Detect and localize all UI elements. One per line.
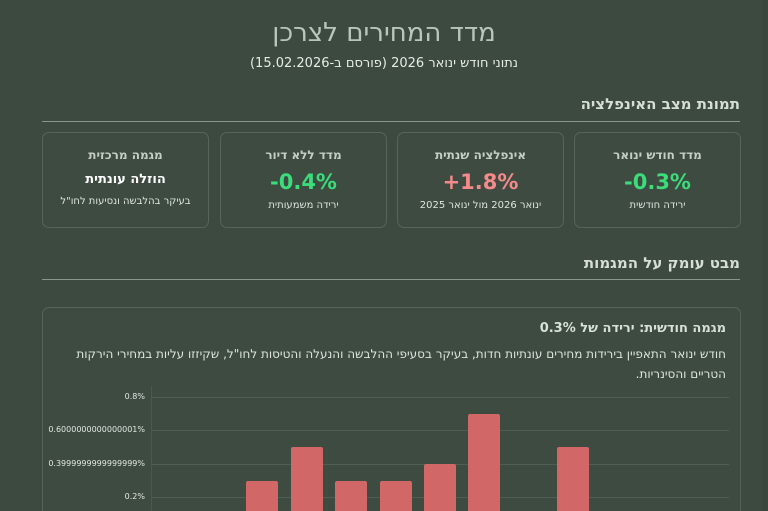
chart-bar (335, 480, 368, 511)
kpi-label: מדד ללא דיור (265, 148, 342, 162)
kpi-note: בעיקר בהלבשה ונסיעות לחו"ל (60, 196, 191, 207)
y-axis (151, 386, 152, 511)
y-tick-label: 0.3999999999999999% (48, 459, 145, 468)
kpi-card-main-trend: מגמה מרכזית הוזלה עונתית בעיקר בהלבשה ונ… (42, 132, 209, 228)
kpi-value: +1.8% (442, 170, 519, 194)
kpi-label: אינפלציה שנתית (434, 148, 527, 162)
chart-bar (290, 447, 323, 511)
kpi-label: מגמה מרכזית (88, 148, 163, 162)
y-tick-label: 0.8% (124, 392, 145, 401)
kpi-value: -0.3% (624, 170, 691, 194)
page-subtitle: נתוני חודש ינואר 2026 (פורסם ב-15.02.202… (249, 56, 519, 71)
monthly-bar-chart: 0.8% 0.6000000000000001% 0.3999999999999… (43, 386, 742, 511)
grid-line (151, 397, 729, 398)
trend-title: מגמה חודשית: ירידה של 0.3% (539, 321, 726, 336)
scrollbar[interactable] (762, 0, 768, 511)
y-tick-label: 0.6000000000000001% (48, 425, 145, 434)
section-title-depth: מבט עומק על המגמות (583, 254, 740, 272)
chart-bar (468, 413, 501, 511)
y-tick-label: 0.2% (124, 492, 145, 501)
kpi-card-annual-inflation: אינפלציה שנתית +1.8% ינואר 2026 מול ינוא… (397, 132, 564, 228)
chart-bar (379, 480, 412, 511)
trend-description: חודש ינואר התאפיין בירידות מחירים עונתיו… (76, 347, 726, 381)
section-divider (42, 279, 740, 280)
kpi-card-monthly-index: מדד חודש ינואר -0.3% ירידה חודשית (574, 132, 741, 228)
section-divider (42, 121, 740, 122)
kpi-card-index-excl-housing: מדד ללא דיור -0.4% ירידה משמעותית (220, 132, 387, 228)
kpi-label: מדד חודש ינואר (613, 148, 702, 162)
kpi-note: ינואר 2026 מול ינואר 2025 (419, 200, 542, 211)
grid-line (151, 430, 729, 431)
kpi-value: הוזלה עונתית (85, 172, 166, 187)
kpi-note: ירידה חודשית (629, 200, 686, 211)
trend-detail-card: מגמה חודשית: ירידה של 0.3% חודש ינואר הת… (42, 307, 741, 511)
kpi-value: -0.4% (270, 170, 337, 194)
section-title-overview: תמונת מצב האינפלציה (580, 95, 740, 113)
kpi-note: ירידה משמעותית (268, 200, 339, 211)
chart-bar (424, 464, 456, 511)
chart-bar (557, 447, 590, 511)
chart-bar (246, 480, 279, 511)
page-title: מדד המחירים לצרכן (272, 18, 496, 48)
